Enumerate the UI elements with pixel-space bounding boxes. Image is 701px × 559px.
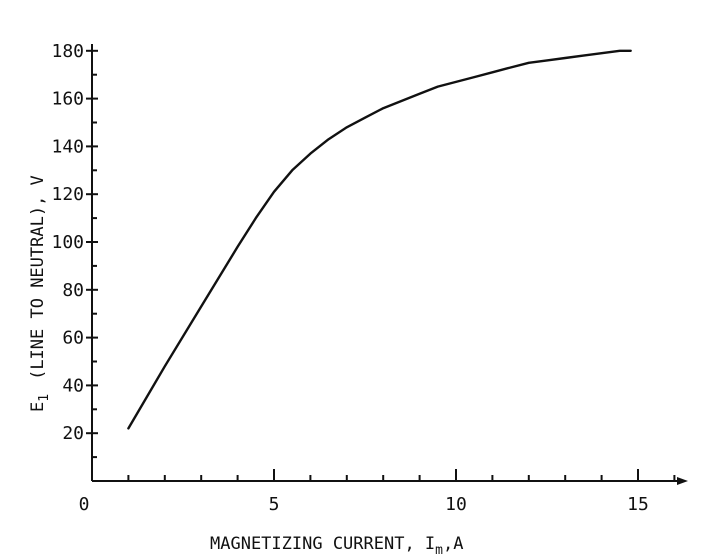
y-tick-label: 160: [51, 89, 84, 110]
x-axis-arrowhead: [677, 477, 688, 485]
y-tick-label: 80: [62, 280, 84, 301]
x-axis-label: MAGNETIZING CURRENT, Im,A: [210, 534, 463, 558]
x-tick-label: 10: [445, 494, 467, 515]
chart-axes: [91, 44, 688, 485]
x-tick-label: 0: [79, 494, 90, 515]
axis-ticks: [86, 49, 676, 481]
y-tick-label: 120: [51, 184, 84, 205]
x-tick-label: 5: [269, 494, 280, 515]
y-tick-label: 100: [51, 232, 84, 253]
magnetization-curve: [127, 49, 632, 430]
x-tick-label: 15: [627, 494, 649, 515]
y-tick-label: 40: [62, 375, 84, 396]
y-axis-label: E1(LINE TO NEUTRAL), V: [28, 175, 52, 412]
tick-labels: 20 40 60 80 100 120 140 160 180 0 5 10 15: [51, 41, 648, 515]
y-tick-label: 20: [62, 423, 84, 444]
y-tick-label: 140: [51, 136, 84, 157]
y-tick-label: 180: [51, 41, 84, 62]
y-tick-label: 60: [62, 328, 84, 349]
